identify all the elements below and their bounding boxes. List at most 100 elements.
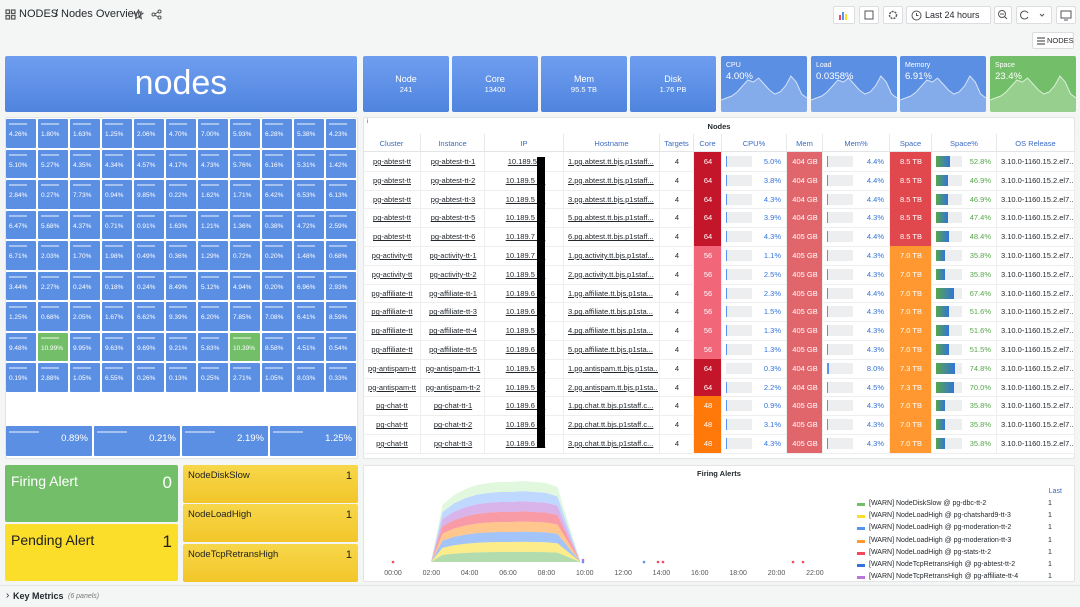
tile-value: 6.41% — [297, 314, 316, 321]
table-cell: 51.5% — [932, 340, 997, 359]
cell-text: 10.189.5 58 — [505, 175, 546, 185]
tile-value: 5.10% — [9, 161, 28, 169]
table-cell: 2.pg.abtest.tt.bjs.p1staff... — [564, 170, 660, 190]
gauge-value: 51.5% — [969, 345, 991, 354]
tile: 0.25% — [198, 363, 228, 392]
gauge-track — [726, 419, 752, 431]
tile-header — [329, 275, 347, 278]
table-cell: 10.189.6 74 — [485, 434, 564, 453]
sparkline-area — [900, 76, 986, 112]
gauge-track — [726, 325, 752, 337]
tile-value: 6.16% — [265, 161, 284, 169]
add-panel-button[interactable] — [833, 6, 855, 24]
cell-text: 56 — [703, 326, 713, 336]
settings-button[interactable] — [883, 6, 903, 24]
cell-text: 1.pg.antispam.tt.bjs.p1sta... — [568, 363, 658, 373]
tile-header — [73, 153, 91, 156]
table-cell: 7.0 TB — [890, 434, 932, 453]
gauge-value: 5.0% — [763, 157, 781, 166]
gauge-value: 0.3% — [763, 363, 781, 373]
gauge-track — [936, 268, 962, 280]
tile-value: 8.49% — [169, 283, 188, 291]
alert-rule-name: NodeTcpRetransHigh — [188, 548, 279, 560]
tile-value: 1.25% — [9, 314, 28, 321]
table-cell: 4.3% — [823, 208, 890, 228]
star-icon[interactable] — [133, 9, 144, 20]
cell-text: 64 — [703, 363, 713, 373]
tile: 5.12% — [198, 271, 228, 300]
sparkline — [900, 75, 986, 112]
zoom-out-button[interactable] — [994, 6, 1012, 24]
tile: 1.98% — [102, 241, 132, 270]
row-header[interactable]: › Key Metrics (6 panels) — [0, 585, 1080, 607]
tile-header — [329, 153, 347, 156]
wide-tile-value: 1.25% — [325, 433, 352, 444]
table-cell: 404 GB — [787, 358, 823, 378]
table-cell: pg-antispam-tt-1 — [421, 358, 485, 378]
table-cell: 3.10.0-1160.15.2.el7... — [997, 377, 1075, 397]
sparkline-area — [990, 76, 1076, 112]
apps-icon[interactable] — [5, 9, 16, 20]
x-tick-label: 06:00 — [499, 570, 517, 577]
tile-value: 2.27% — [41, 283, 60, 291]
cell-text: 48 — [703, 401, 713, 411]
table-cell: 4 — [660, 189, 694, 209]
cell-text: pg-affiliate-tt-5 — [429, 345, 477, 354]
tile: 9.69% — [134, 332, 164, 361]
tile-header — [137, 306, 155, 308]
gauge-track — [827, 362, 853, 374]
tile: 9.63% — [102, 332, 132, 361]
gauge-value: 4.3% — [866, 401, 884, 411]
tile-header — [201, 214, 219, 217]
tile: 5.27% — [38, 149, 68, 178]
cell-text: 404 GB — [792, 382, 818, 392]
tile-header — [137, 367, 155, 369]
table-cell: 35.8% — [932, 246, 997, 265]
redaction-bar — [537, 157, 545, 448]
legend-swatch — [857, 551, 865, 555]
refresh-button[interactable] — [1016, 6, 1052, 24]
tile-value: 0.33% — [329, 375, 348, 382]
legend-value: 1 — [1048, 512, 1052, 520]
cell-text: 7.3 TB — [900, 363, 922, 373]
wide-tile-value: 0.21% — [149, 433, 176, 444]
tile-header — [169, 275, 187, 278]
table-cell: 4.3% — [722, 189, 787, 209]
table-cell: 1.1% — [722, 246, 787, 265]
spark-value: 0.0358% — [816, 71, 854, 82]
cell-text: 3.10.0-1160.15.2.el7... — [1001, 439, 1073, 448]
tile: 1.05% — [70, 363, 100, 392]
tile-header — [73, 184, 91, 186]
alert-stat-panel: Pending Alert 1 — [5, 524, 178, 581]
stat-panel: Disk 1.76 PB — [630, 56, 716, 112]
tile: 0.18% — [102, 271, 132, 300]
tv-mode-button[interactable] — [1056, 6, 1076, 24]
dashboard-title[interactable]: Nodes Overview — [61, 8, 142, 20]
tile: 1.29% — [198, 241, 228, 270]
nav-links-button[interactable]: NODES — [1032, 32, 1074, 49]
sparkline-line — [990, 75, 1076, 101]
table-cell: 4.4% — [823, 227, 890, 246]
time-range-picker[interactable]: Last 24 hours — [906, 6, 991, 24]
save-button[interactable] — [859, 6, 879, 24]
tile-value: 5.68% — [41, 222, 60, 230]
nodes-title: nodes — [134, 64, 228, 102]
share-icon[interactable] — [151, 9, 162, 20]
table-cell: pg-affiliate-tt — [363, 283, 421, 303]
cell-text: 4 — [674, 288, 680, 298]
tile: 0.54% — [326, 332, 356, 361]
tile-header — [233, 184, 251, 186]
breadcrumb[interactable]: NODES — [19, 8, 59, 20]
tile-header — [41, 184, 59, 186]
table-cell: pg-chat-tt-1 — [421, 396, 485, 416]
tile-header — [169, 153, 187, 156]
gauge-value: 1.3% — [763, 326, 781, 336]
cell-text: 56 — [703, 251, 713, 260]
tile-header — [169, 123, 187, 125]
tile: 1.36% — [230, 210, 260, 239]
tile-header — [297, 153, 315, 156]
table-cell: 4 — [660, 396, 694, 416]
table-cell: 6.pg.abtest.tt.bjs.p1staff... — [564, 227, 660, 246]
tile-header — [233, 306, 251, 308]
table-cell: pg-chat-tt — [363, 434, 421, 453]
